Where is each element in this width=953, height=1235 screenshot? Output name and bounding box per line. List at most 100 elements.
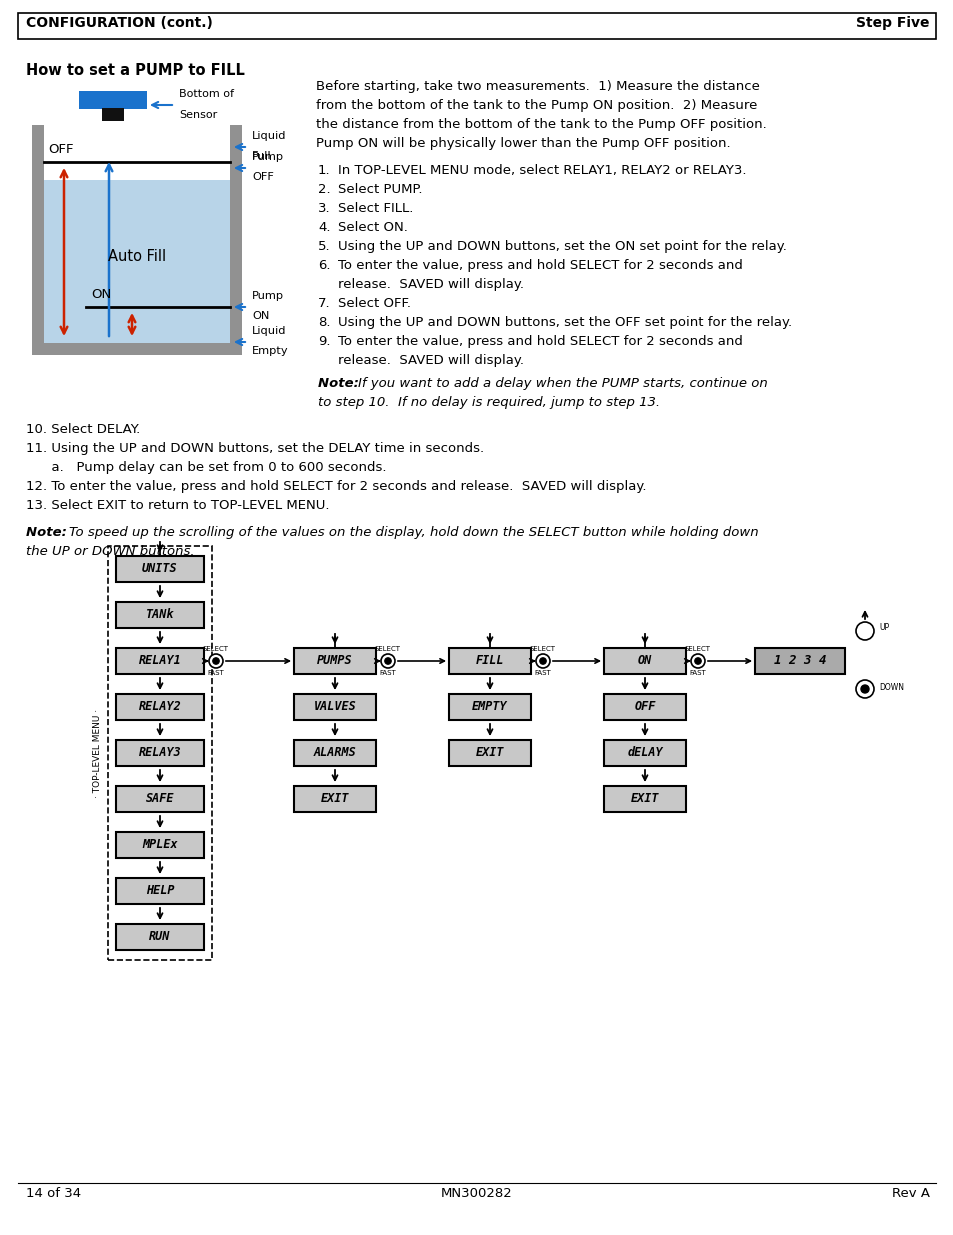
Text: SAFE: SAFE [146,793,174,805]
Text: RELAY2: RELAY2 [138,700,181,714]
Text: RUN: RUN [150,930,171,944]
Bar [603,740,685,766]
Bar [18,14,935,40]
Text: OFF: OFF [634,700,655,714]
Circle shape [694,658,700,664]
Text: Sensor: Sensor [179,110,217,120]
Text: 12. To enter the value, press and hold SELECT for 2 seconds and release.  SAVED : 12. To enter the value, press and hold S… [26,480,646,493]
Circle shape [384,658,391,664]
Text: VALVES: VALVES [314,700,356,714]
Text: DOWN: DOWN [878,683,903,692]
Bar [754,648,844,674]
Text: to step 10.  If no delay is required, jump to step 13.: to step 10. If no delay is required, jum… [317,396,659,409]
Text: Auto Fill: Auto Fill [108,249,166,264]
Bar [116,878,204,904]
Text: To enter the value, press and hold SELECT for 2 seconds and: To enter the value, press and hold SELEC… [337,259,742,272]
Bar [449,648,531,674]
Text: FAST: FAST [534,671,551,676]
Text: TANk: TANk [146,609,174,621]
Text: MN300282: MN300282 [440,1187,513,1200]
Text: 10. Select DELAY.: 10. Select DELAY. [26,424,140,436]
Text: If you want to add a delay when the PUMP starts, continue on: If you want to add a delay when the PUMP… [357,377,767,390]
Text: In TOP-LEVEL MENU mode, select RELAY1, RELAY2 or RELAY3.: In TOP-LEVEL MENU mode, select RELAY1, R… [337,164,745,177]
Text: 6.: 6. [317,259,330,272]
Circle shape [855,680,873,698]
Text: Select FILL.: Select FILL. [337,203,413,215]
Bar [603,785,685,811]
Text: Pump ON will be physically lower than the Pump OFF position.: Pump ON will be physically lower than th… [315,137,730,149]
Bar [603,648,685,674]
Bar [294,694,375,720]
Text: Rev A: Rev A [891,1187,929,1200]
Text: 9.: 9. [317,335,330,348]
Text: OFF: OFF [48,143,73,156]
Text: FAST: FAST [689,671,705,676]
Text: Bottom of: Bottom of [179,89,233,99]
Text: 7.: 7. [317,296,331,310]
Bar [449,740,531,766]
Circle shape [536,655,550,668]
Text: OFF: OFF [252,172,274,182]
Circle shape [861,685,868,693]
Text: To speed up the scrolling of the values on the display, hold down the SELECT but: To speed up the scrolling of the values … [69,526,758,538]
Bar [32,343,242,354]
Text: EXIT: EXIT [476,746,504,760]
Text: 2.: 2. [317,183,331,196]
Text: How to set a PUMP to FILL: How to set a PUMP to FILL [26,63,245,78]
Bar [294,785,375,811]
Bar [116,832,204,858]
Bar [108,546,212,960]
Text: FAST: FAST [379,671,395,676]
Text: release.  SAVED will display.: release. SAVED will display. [337,278,523,291]
Text: Pump: Pump [252,152,284,162]
Text: the UP or DOWN buttons.: the UP or DOWN buttons. [26,545,194,558]
Bar [603,694,685,720]
Text: ON: ON [252,311,269,321]
Text: To enter the value, press and hold SELECT for 2 seconds and: To enter the value, press and hold SELEC… [337,335,742,348]
Text: 14 of 34: 14 of 34 [26,1187,81,1200]
Text: 5.: 5. [317,240,331,253]
Text: Select ON.: Select ON. [337,221,408,233]
Text: Pump: Pump [252,291,284,301]
Bar [116,556,204,582]
Text: ALARMS: ALARMS [314,746,356,760]
Bar [116,694,204,720]
Circle shape [855,622,873,640]
Bar [294,740,375,766]
Text: Empty: Empty [252,346,289,356]
Text: Select OFF.: Select OFF. [337,296,411,310]
Text: Note:: Note: [26,526,76,538]
Text: 8.: 8. [317,316,330,329]
Text: release.  SAVED will display.: release. SAVED will display. [337,354,523,367]
Text: Before starting, take two measurements.  1) Measure the distance: Before starting, take two measurements. … [315,80,760,93]
Text: SELECT: SELECT [375,646,400,652]
Text: UP: UP [878,622,888,631]
Bar [116,740,204,766]
Text: 4.: 4. [317,221,330,233]
Bar [294,648,375,674]
Text: FILL: FILL [476,655,504,667]
Circle shape [209,655,223,668]
Text: ON: ON [638,655,652,667]
Bar [449,694,531,720]
Bar [44,180,230,343]
Text: RELAY1: RELAY1 [138,655,181,667]
Text: PUMPS: PUMPS [316,655,353,667]
Text: Using the UP and DOWN buttons, set the ON set point for the relay.: Using the UP and DOWN buttons, set the O… [337,240,786,253]
Text: RELAY3: RELAY3 [138,746,181,760]
Circle shape [539,658,545,664]
Text: Using the UP and DOWN buttons, set the OFF set point for the relay.: Using the UP and DOWN buttons, set the O… [337,316,791,329]
Circle shape [213,658,219,664]
Circle shape [380,655,395,668]
Bar [230,125,242,354]
Text: 11. Using the UP and DOWN buttons, set the DELAY time in seconds.: 11. Using the UP and DOWN buttons, set t… [26,442,483,454]
Text: from the bottom of the tank to the Pump ON position.  2) Measure: from the bottom of the tank to the Pump … [315,99,757,112]
Text: CONFIGURATION (cont.): CONFIGURATION (cont.) [26,16,213,30]
Text: 3.: 3. [317,203,331,215]
Text: a.   Pump delay can be set from 0 to 600 seconds.: a. Pump delay can be set from 0 to 600 s… [26,461,386,474]
Text: FAST: FAST [208,671,224,676]
Text: SELECT: SELECT [530,646,556,652]
Text: MPLEx: MPLEx [142,839,177,851]
Text: · TOP-LEVEL MENU ·: · TOP-LEVEL MENU · [93,709,102,798]
Text: EXIT: EXIT [630,793,659,805]
